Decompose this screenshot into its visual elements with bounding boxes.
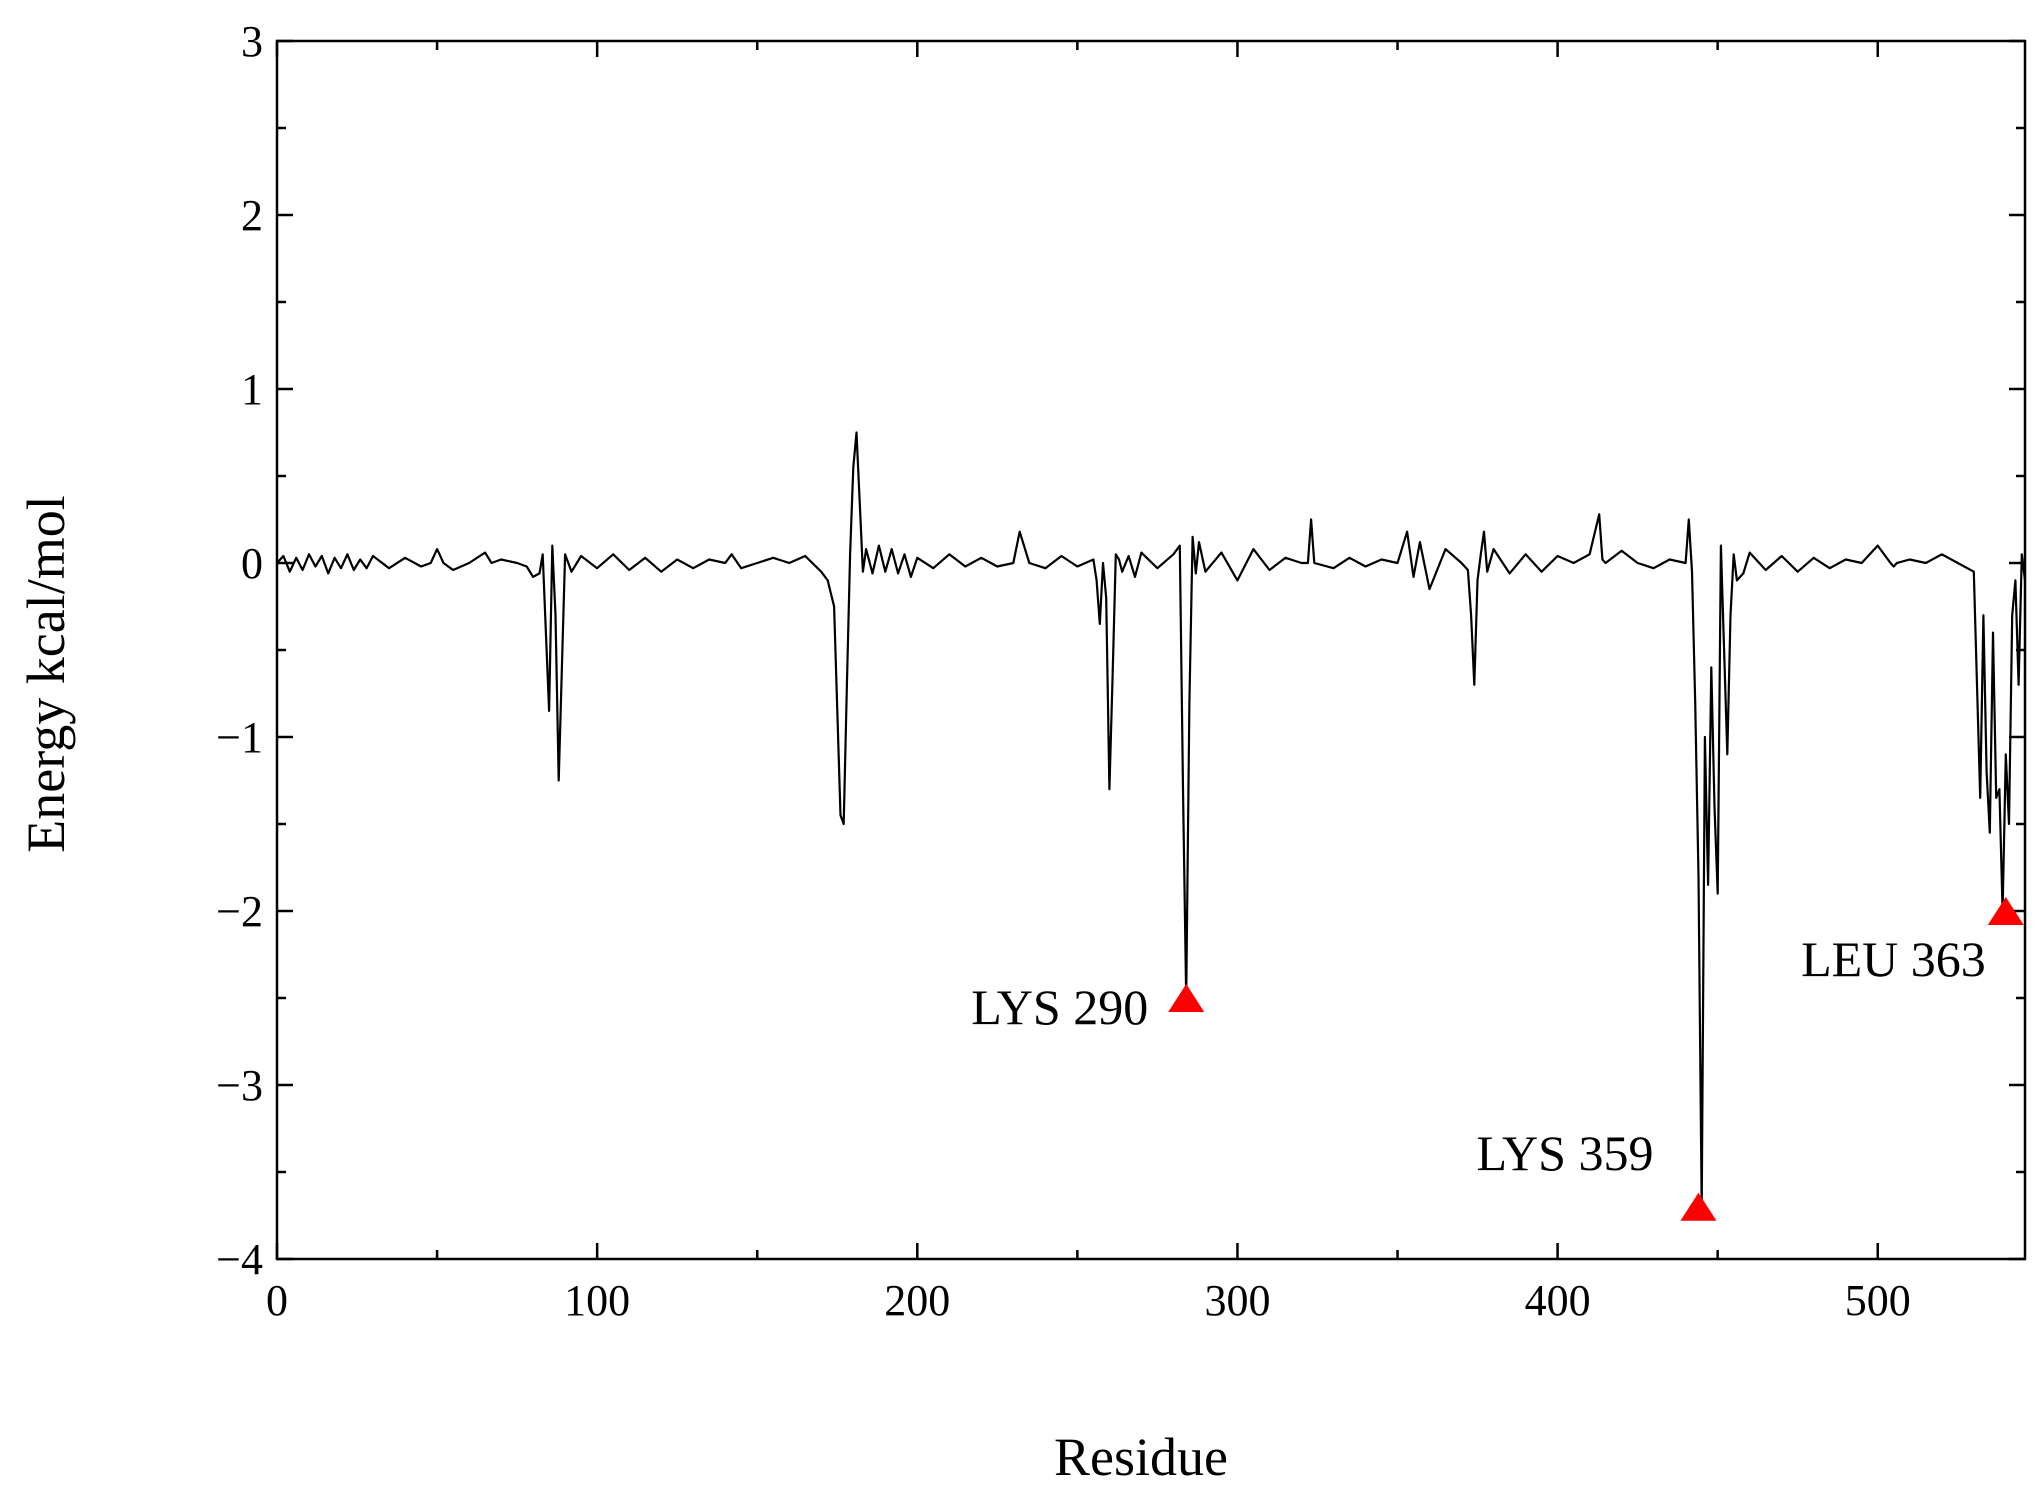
y-tick-label: 1 (241, 365, 263, 414)
y-tick-label: 2 (241, 191, 263, 240)
annotation-label: LYS 359 (1476, 1125, 1653, 1181)
y-tick-label: 0 (241, 539, 263, 588)
x-tick-label: 300 (1204, 1276, 1270, 1325)
annotations: LYS 290 LYS 359 LEU 363 (971, 897, 2024, 1221)
axis-tick-labels: 0 100 200 300 400 500 3 2 1 0 −1 −2 −3 −4 (216, 17, 1911, 1325)
annotation-label: LEU 363 (1801, 931, 1986, 987)
plot-frame (275, 39, 2027, 1261)
x-tick-label: 500 (1845, 1276, 1911, 1325)
energy-series-line (276, 431, 2027, 1208)
marker-triangle (1168, 984, 1205, 1012)
y-tick-label: −1 (216, 713, 263, 762)
x-axis-title: Residue (1054, 1427, 1228, 1487)
marker-triangle (1987, 897, 2024, 925)
y-tick-label: 3 (241, 17, 263, 66)
marker-triangle (1680, 1192, 1717, 1221)
x-tick-label: 100 (564, 1276, 630, 1325)
axis-ticks (275, 39, 2025, 1261)
annotation-label: LYS 290 (971, 979, 1148, 1035)
y-tick-label: −4 (216, 1235, 263, 1284)
series-layer (276, 431, 2027, 1208)
x-tick-label: 0 (266, 1276, 288, 1325)
x-tick-label: 400 (1525, 1276, 1591, 1325)
y-axis-title: Energy kcal/mol (16, 495, 76, 852)
y-tick-label: −2 (216, 887, 263, 936)
x-tick-label: 200 (884, 1276, 950, 1325)
y-tick-label: −3 (216, 1061, 263, 1110)
